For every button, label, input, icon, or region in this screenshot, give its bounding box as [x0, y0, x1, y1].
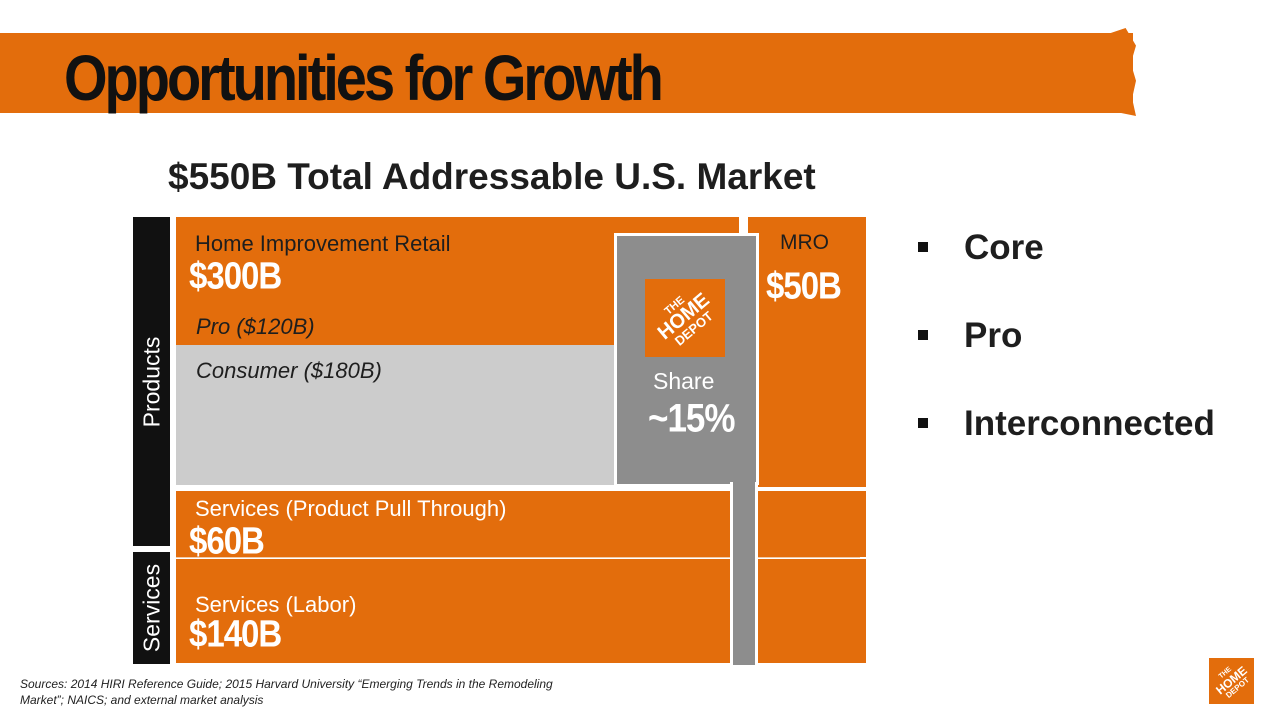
services-pull-label: Services (Product Pull Through) — [195, 496, 507, 521]
services-axis: Services — [133, 552, 170, 664]
bullet-square-icon — [918, 418, 928, 428]
sources-note: Sources: 2014 HIRI Reference Guide; 2015… — [20, 677, 553, 707]
bullet-text: Pro — [964, 316, 1023, 355]
services-pull-block — [176, 491, 731, 557]
services-labor-label: Services (Labor) — [195, 592, 357, 617]
bullet-text: Interconnected — [964, 404, 1215, 443]
services-pull-value: $60B — [189, 519, 265, 562]
title-banner — [0, 33, 1133, 113]
share-stem — [733, 482, 755, 665]
mro-block — [748, 217, 866, 487]
pro-label: Pro ($120B) — [196, 314, 315, 339]
share-label: Share — [653, 368, 715, 394]
products-axis: Products — [133, 217, 170, 546]
page-title: Opportunities for Growth — [64, 41, 664, 114]
title-banner-brush-edge — [1110, 28, 1136, 116]
consumer-label: Consumer ($180B) — [196, 358, 382, 383]
products-axis-label: Products — [138, 336, 164, 427]
share-column — [617, 236, 756, 484]
share-value: ~15% — [648, 396, 735, 441]
services-mro-lower-block — [758, 559, 866, 663]
mro-label: MRO — [780, 231, 829, 254]
home-improvement-value: $300B — [189, 254, 282, 297]
services-labor-value: $140B — [189, 612, 282, 655]
services-axis-label: Services — [138, 563, 164, 653]
services-mro-upper-block — [758, 491, 866, 557]
consumer-block — [176, 345, 616, 485]
services-divider — [176, 557, 860, 558]
bullet-square-icon — [918, 330, 928, 340]
market-title: $550B Total Addressable U.S. Market — [168, 156, 816, 197]
home-depot-corner-logo: THE HOME DEPOT — [1209, 658, 1254, 704]
bullet-text: Core — [964, 228, 1044, 267]
mro-value: $50B — [766, 264, 842, 307]
services-labor-block — [176, 559, 731, 663]
home-depot-logo: THE HOME DEPOT — [645, 279, 725, 357]
bullet-square-icon — [918, 242, 928, 252]
home-improvement-label: Home Improvement Retail — [195, 231, 451, 256]
